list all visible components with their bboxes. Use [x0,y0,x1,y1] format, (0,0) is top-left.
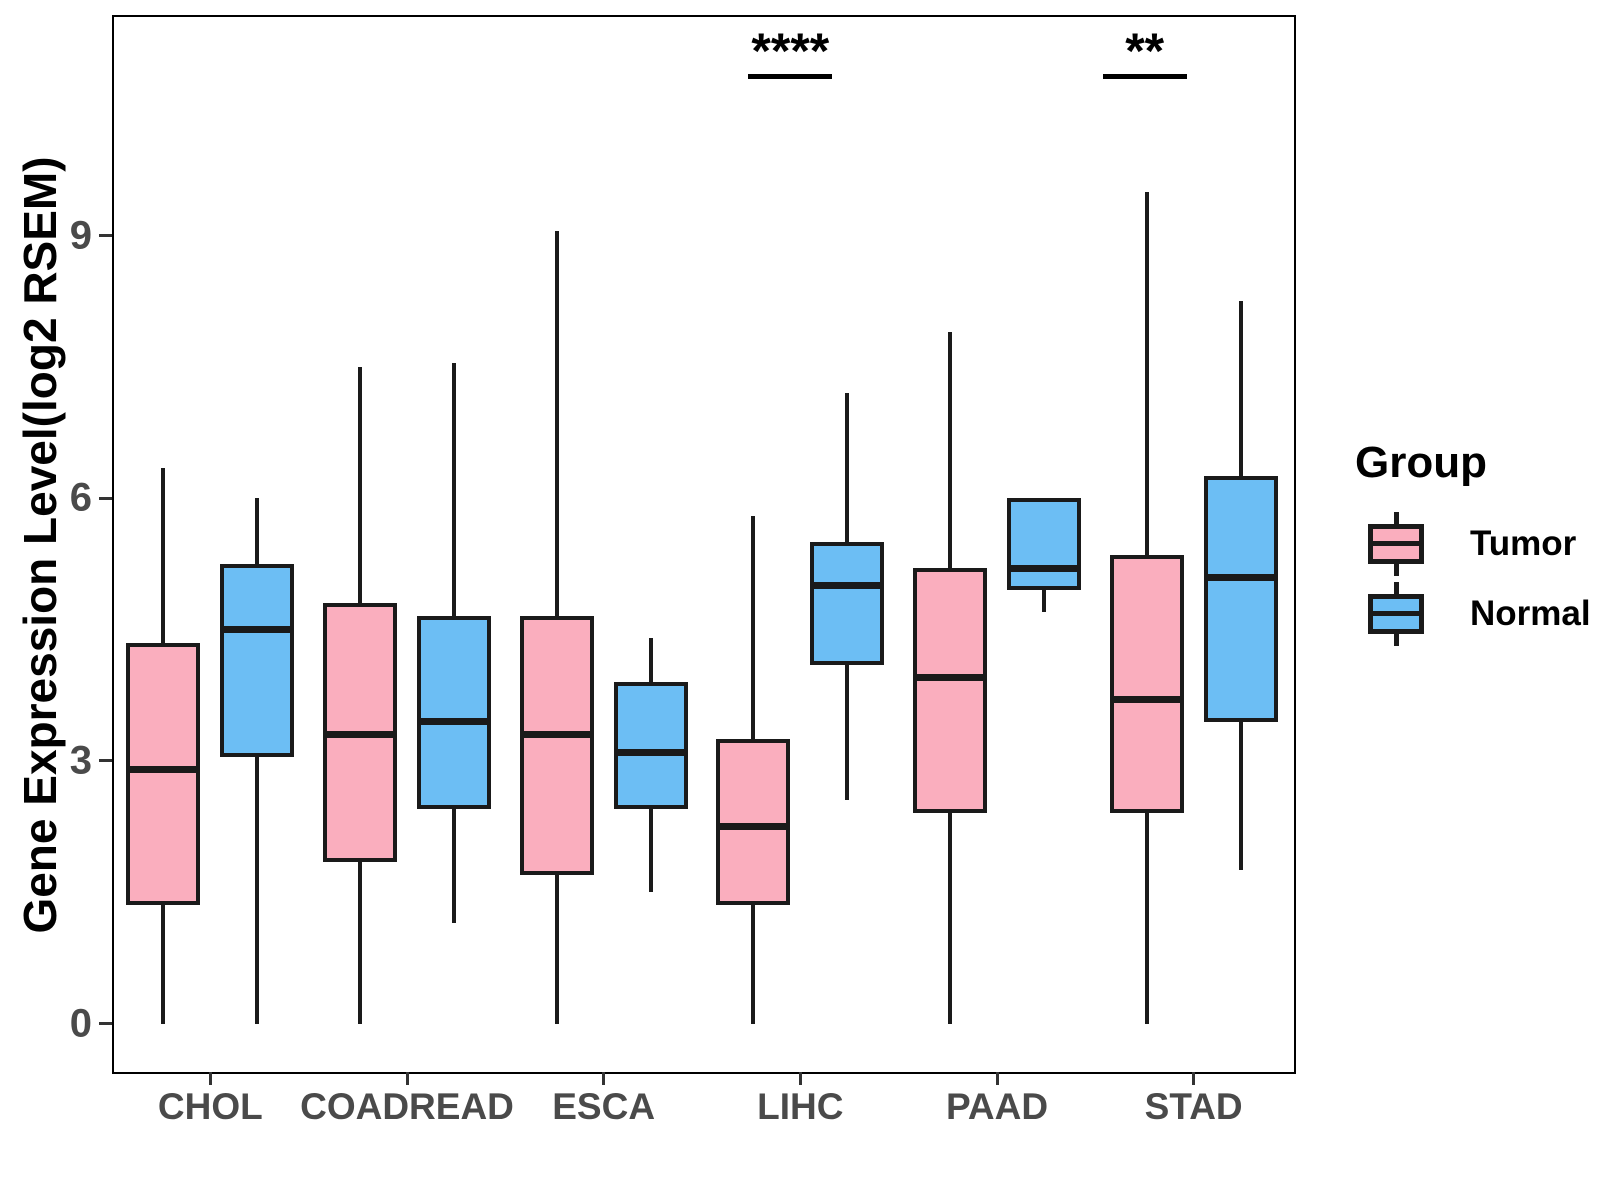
x-tick-label-coadread: COADREAD [300,1086,514,1127]
x-tick-mark [208,1072,212,1085]
x-tick-mark [602,1072,606,1085]
significance-bar-stad [1102,74,1187,79]
median-line [220,626,295,634]
box-body [1203,476,1278,722]
y-tick-label: 6 [69,475,92,520]
x-tick-mark [1192,1072,1196,1085]
y-tick-label: 3 [69,738,92,783]
median-line [1109,696,1184,704]
box-body [417,616,491,810]
x-tick-mark [995,1072,999,1085]
whisker [255,498,260,1024]
legend-label-normal: Normal [1470,594,1591,633]
x-tick-label-lihc: LIHC [757,1086,844,1127]
y-tick-mark [99,759,112,763]
median-line [1203,573,1278,581]
y-tick-label: 0 [69,1001,92,1046]
box-body [126,642,201,906]
legend-glyph-whisker-top [1394,582,1399,595]
y-tick-label: 9 [69,213,92,258]
plot-panel [112,15,1296,1074]
x-tick-label-stad: STAD [1144,1086,1243,1127]
median-line [126,766,201,774]
x-tick-mark [798,1072,802,1085]
median-line [810,582,885,590]
y-tick-mark [99,234,112,238]
legend-glyph-whisker-top [1394,512,1399,525]
box-body [220,563,295,757]
box-body [613,682,688,810]
box-body [913,568,987,814]
legend-item-tumor: Tumor [1330,512,1590,578]
legend-label-tumor: Tumor [1470,524,1577,563]
y-axis-title: Gene Expression Level(log2 RSEM) [14,156,66,934]
legend-glyph-whisker-bottom [1394,563,1399,576]
median-line [323,731,397,739]
significance-stars-lihc: **** [751,23,830,79]
significance-bar-lihc [748,74,833,79]
significance-stars-stad: ** [1125,23,1165,79]
legend-glyph-whisker-bottom [1394,633,1399,646]
legend-title: Group [1355,438,1487,487]
median-line [519,731,594,739]
median-line [1007,564,1081,572]
x-tick-mark [405,1072,409,1085]
median-line [613,748,688,756]
median-line [716,823,791,831]
y-tick-mark [99,496,112,500]
x-tick-label-paad: PAAD [945,1086,1049,1127]
box-body [1007,498,1081,591]
legend-glyph-median [1368,611,1424,616]
median-line [417,718,491,726]
legend-glyph-median [1368,541,1424,546]
x-tick-label-chol: CHOL [157,1086,263,1127]
box-body [519,616,594,875]
box-body [1109,555,1184,814]
legend-item-normal: Normal [1330,582,1591,648]
box-body [716,739,791,906]
y-tick-mark [99,1022,112,1026]
x-tick-label-esca: ESCA [552,1086,656,1127]
median-line [913,674,987,682]
box-body [810,542,885,665]
